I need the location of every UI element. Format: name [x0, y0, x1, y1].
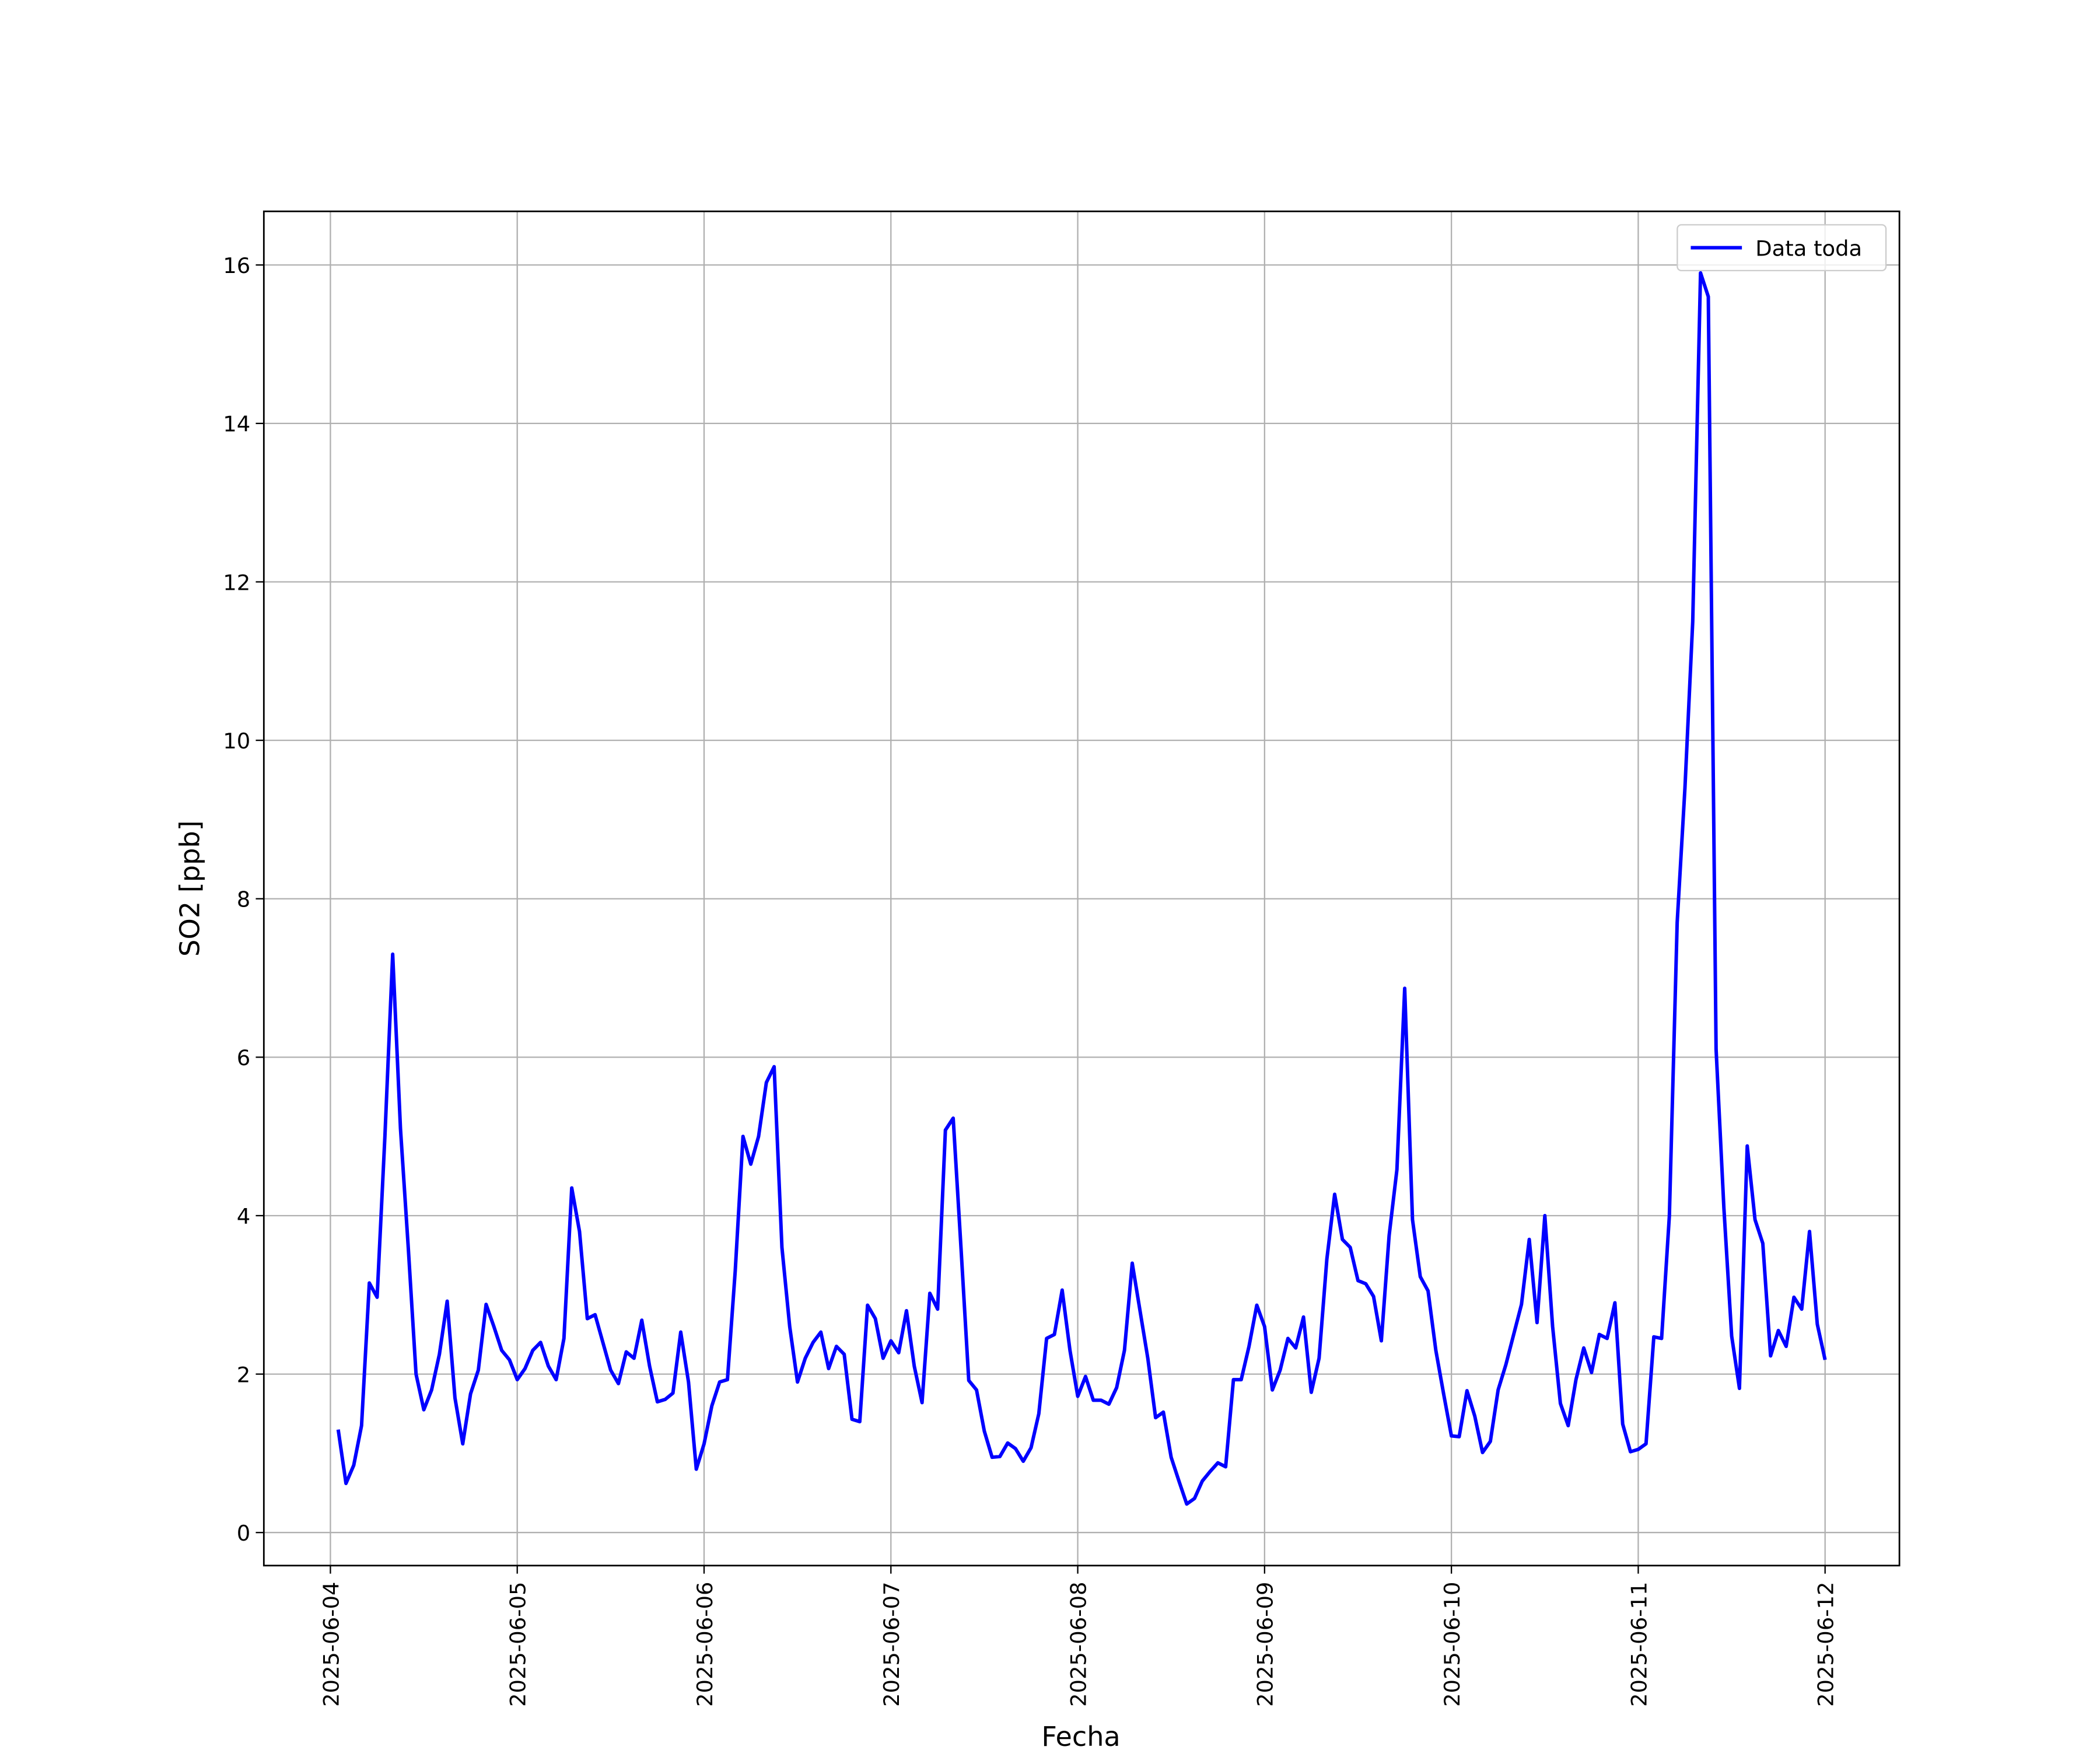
y-axis-label: SO2 [ppb]: [174, 820, 206, 957]
y-tick-label: 14: [223, 412, 250, 437]
x-axis-label: Fecha: [1041, 1721, 1120, 1750]
x-tick-label: 2025-06-04: [318, 1582, 344, 1707]
x-tick-label: 2025-06-10: [1440, 1582, 1465, 1707]
x-tick-label: 2025-06-07: [879, 1582, 904, 1707]
x-tick-label: 2025-06-06: [692, 1582, 718, 1707]
y-tick-label: 8: [237, 887, 250, 912]
x-tick-label: 2025-06-09: [1253, 1582, 1278, 1707]
y-tick-label: 6: [237, 1045, 250, 1070]
legend: Data toda: [1676, 224, 1887, 271]
grid: [264, 211, 1900, 1566]
axes-frame: [262, 210, 1901, 1567]
x-tick-label: 2025-06-11: [1626, 1582, 1651, 1707]
y-tick-label: 2: [237, 1362, 250, 1387]
x-tick-label: 2025-06-05: [506, 1582, 531, 1707]
y-tick-label: 12: [223, 570, 250, 595]
y-tick-label: 0: [237, 1521, 250, 1546]
legend-box: [1676, 224, 1887, 271]
y-tick-label: 4: [237, 1204, 250, 1229]
y-tick-label: 10: [223, 729, 250, 754]
data-line: [336, 271, 1827, 1506]
y-tick-label: 16: [223, 253, 250, 278]
ticks: 0 2 4 6 8 10 12 14 16 2025-06-04 2025-06-05 2025-06…: [223, 253, 1838, 1707]
x-tick-label: 2025-06-08: [1066, 1582, 1091, 1707]
plot-area: [336, 271, 1827, 1506]
x-tick-label: 2025-06-12: [1814, 1582, 1839, 1707]
legend-label: Data toda: [1755, 236, 1862, 261]
